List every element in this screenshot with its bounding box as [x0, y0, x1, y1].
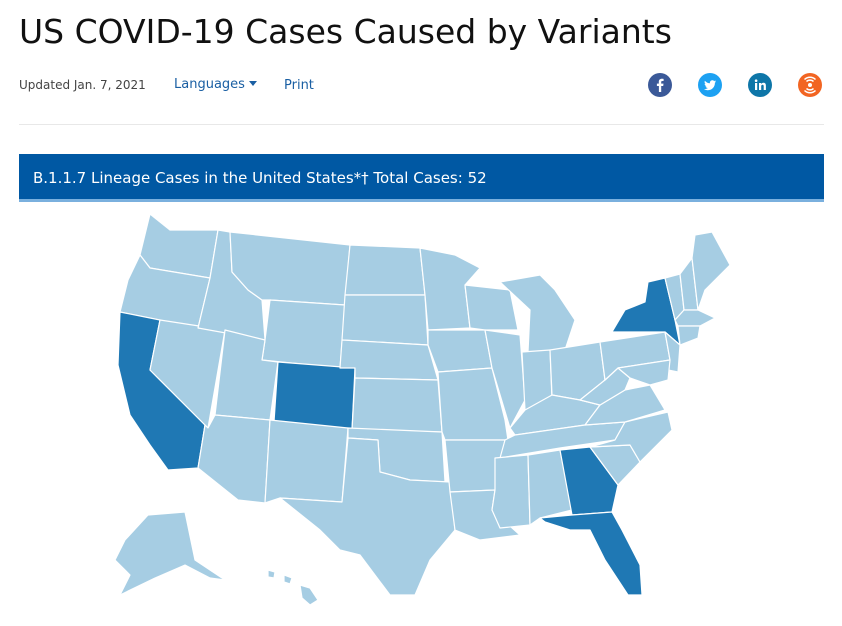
map-title-text: B.1.1.7 Lineage Cases in the United Stat…: [33, 169, 487, 187]
facebook-icon: [656, 78, 664, 92]
map-title-banner: B.1.1.7 Lineage Cases in the United Stat…: [19, 154, 824, 202]
updated-date: Updated Jan. 7, 2021: [19, 78, 146, 92]
linkedin-share-button[interactable]: [748, 73, 772, 97]
state-connecticut[interactable]: [677, 325, 701, 346]
state-georgia[interactable]: [559, 446, 619, 516]
state-arizona[interactable]: [197, 414, 271, 504]
languages-label: Languages: [174, 77, 245, 92]
us-variant-map: [0, 200, 842, 626]
us-map-svg: [114, 213, 731, 606]
state-alabama[interactable]: [527, 449, 573, 526]
state-nebraska[interactable]: [339, 339, 439, 381]
page-title: US COVID-19 Cases Caused by Variants: [19, 12, 672, 51]
state-wyoming[interactable]: [261, 299, 346, 369]
caret-down-icon: [248, 81, 257, 86]
state-hawaii-islands: [267, 569, 293, 585]
state-new-jersey[interactable]: [664, 331, 681, 373]
state-iowa[interactable]: [427, 329, 493, 373]
state-south-dakota[interactable]: [341, 294, 429, 346]
state-maryland[interactable]: [617, 359, 671, 386]
state-texas[interactable]: [279, 437, 456, 596]
state-wisconsin[interactable]: [464, 284, 519, 331]
state-florida[interactable]: [539, 511, 643, 596]
state-north-dakota[interactable]: [344, 244, 426, 296]
page-meta-bar: Updated Jan. 7, 2021 Languages Print: [19, 72, 824, 100]
syndicate-share-button[interactable]: [798, 73, 822, 97]
header-divider: [19, 124, 824, 125]
facebook-share-button[interactable]: [648, 73, 672, 97]
print-link[interactable]: Print: [284, 78, 314, 93]
state-michigan[interactable]: [499, 274, 576, 353]
state-colorado[interactable]: [273, 361, 356, 431]
state-kansas[interactable]: [351, 377, 443, 433]
twitter-icon: [704, 80, 716, 91]
state-mississippi[interactable]: [491, 454, 531, 529]
state-hawaii[interactable]: [299, 584, 319, 606]
linkedin-icon: [754, 79, 766, 90]
state-new-mexico[interactable]: [264, 419, 349, 504]
state-illinois[interactable]: [484, 329, 526, 429]
state-alaska[interactable]: [114, 511, 226, 596]
syndicate-icon: [803, 76, 817, 94]
twitter-share-button[interactable]: [698, 73, 722, 97]
state-maine[interactable]: [691, 231, 731, 311]
languages-dropdown[interactable]: Languages: [174, 77, 257, 92]
